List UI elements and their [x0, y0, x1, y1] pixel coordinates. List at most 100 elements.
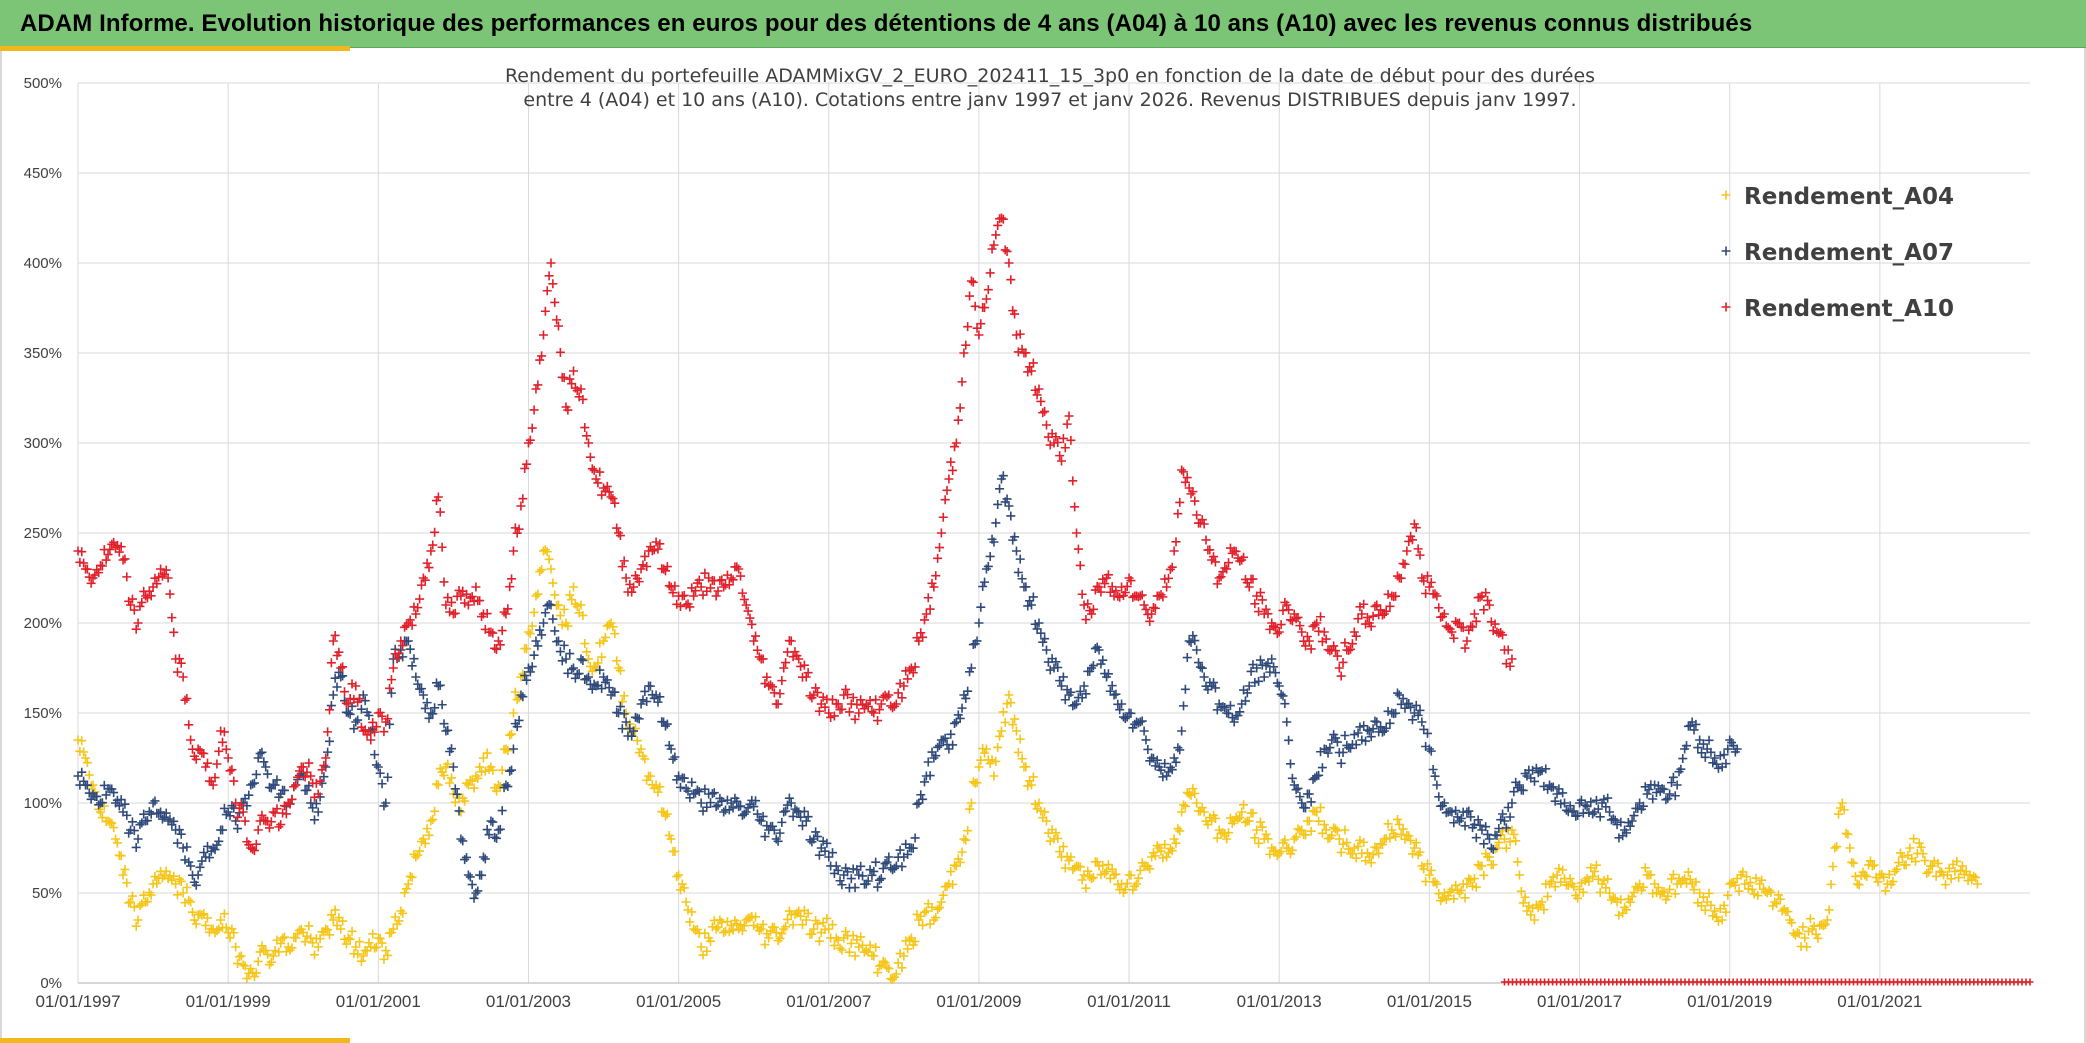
data-point [204, 853, 214, 863]
data-point [525, 667, 535, 677]
y-tick-label: 150% [24, 705, 62, 722]
data-point [1845, 843, 1855, 853]
data-point [300, 937, 310, 947]
data-point [803, 908, 813, 918]
data-point [1210, 557, 1220, 567]
data-point [1148, 603, 1158, 613]
data-point [1156, 846, 1166, 856]
data-point [1426, 746, 1436, 756]
data-point [1520, 892, 1530, 902]
data-point [563, 621, 573, 631]
data-point [1083, 599, 1093, 609]
data-point [811, 827, 821, 837]
data-point [910, 662, 920, 672]
data-point [677, 879, 687, 889]
data-point [465, 775, 475, 785]
data-point [1267, 654, 1277, 664]
data-point [1058, 672, 1068, 682]
data-point [1578, 887, 1588, 897]
data-point [927, 902, 937, 912]
data-point [876, 699, 886, 709]
data-point [1357, 609, 1367, 619]
data-point [1111, 689, 1121, 699]
data-point [582, 431, 592, 441]
data-point [1285, 759, 1295, 769]
data-point [94, 568, 104, 578]
data-point [1755, 879, 1765, 889]
data-point [527, 662, 537, 672]
data-point [1188, 631, 1198, 641]
data-point [81, 753, 91, 763]
data-point [103, 550, 113, 560]
data-point [981, 294, 991, 304]
data-point [538, 330, 548, 340]
x-tick-label: 01/01/2011 [1087, 992, 1171, 1011]
data-point [542, 547, 552, 557]
data-point [1391, 591, 1401, 601]
data-point [1261, 604, 1271, 614]
data-point [576, 384, 586, 394]
data-point [882, 962, 892, 972]
data-point [1805, 914, 1815, 924]
data-point [891, 969, 901, 979]
data-point [796, 911, 806, 921]
data-point [1239, 552, 1249, 562]
data-point [884, 852, 894, 862]
data-point [270, 780, 280, 790]
data-point [323, 925, 333, 935]
data-point [1471, 882, 1481, 892]
data-point [1700, 905, 1710, 915]
data-point [1141, 735, 1151, 745]
data-point [105, 817, 115, 827]
data-point [285, 799, 295, 809]
data-point [1055, 451, 1065, 461]
data-point [231, 798, 241, 808]
data-point [884, 690, 894, 700]
data-point [1824, 905, 1834, 915]
data-point [931, 571, 941, 581]
data-point [291, 933, 301, 943]
data-point [411, 672, 421, 682]
data-point [569, 366, 579, 376]
data-point [1931, 871, 1941, 881]
data-point [388, 663, 398, 673]
data-point [1163, 573, 1173, 583]
data-point [1254, 838, 1264, 848]
data-point [843, 867, 853, 877]
data-point [1026, 600, 1036, 610]
data-point [437, 542, 447, 552]
data-point [311, 799, 321, 809]
data-point [1201, 535, 1211, 545]
data-point [683, 786, 693, 796]
data-point [418, 834, 428, 844]
data-point [447, 773, 457, 783]
data-point [1088, 873, 1098, 883]
data-point [1751, 873, 1761, 883]
data-point [401, 884, 411, 894]
data-point [565, 649, 575, 659]
x-tick-label: 01/01/2015 [1387, 992, 1472, 1011]
data-point [760, 832, 770, 842]
data-point [122, 810, 132, 820]
data-point [1169, 834, 1179, 844]
data-point [1254, 676, 1264, 686]
data-point [1199, 807, 1209, 817]
data-point [1800, 933, 1810, 943]
data-point [1719, 900, 1729, 910]
data-point [1331, 733, 1341, 743]
data-point [1603, 874, 1613, 884]
data-point [1443, 891, 1453, 901]
data-point [1304, 816, 1314, 826]
data-point [991, 756, 1001, 766]
data-point [769, 922, 779, 932]
data-point [679, 590, 689, 600]
data-point [1342, 838, 1352, 848]
data-point [77, 736, 87, 746]
data-point [146, 809, 156, 819]
data-point [1180, 684, 1190, 694]
data-point [737, 926, 747, 936]
data-point [1595, 812, 1605, 822]
data-point [619, 709, 629, 719]
data-point [1002, 494, 1012, 504]
data-point [848, 693, 858, 703]
